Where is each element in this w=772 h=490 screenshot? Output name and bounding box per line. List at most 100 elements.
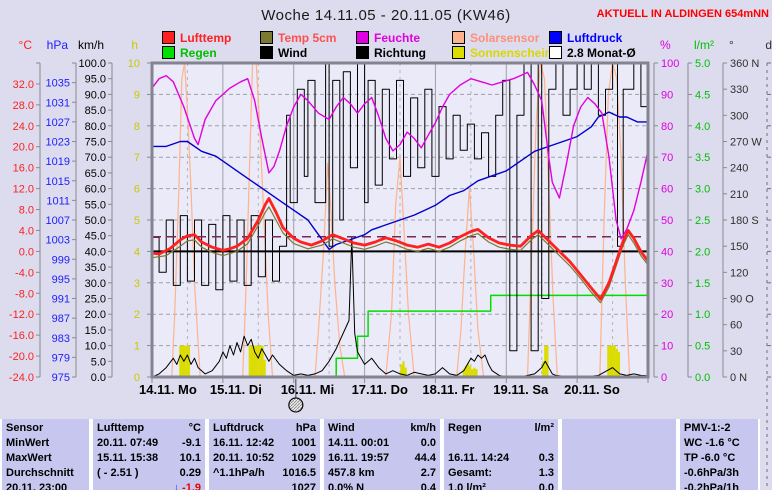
legend-item-sonnenschein: Sonnenschein <box>452 44 552 60</box>
axis-label: 0.0 <box>19 246 34 258</box>
sunshine-bar <box>183 345 186 377</box>
table-row: 457.8 km 2.7 <box>324 466 440 481</box>
axis-label: -12.0 <box>9 309 34 321</box>
axis-label: 55.0 <box>85 199 106 211</box>
empty-column <box>562 419 676 490</box>
sunshine-bar <box>475 369 478 377</box>
axis-label: 180 S <box>730 215 759 227</box>
table-row: MaxWert <box>2 451 89 466</box>
legend-item-richtung: Richtung <box>356 44 426 60</box>
weather-week-chart: 32.028.024.020.016.012.08.04.00.0-4.0-8.… <box>9 38 772 488</box>
axis-label: 35.0 <box>85 262 106 274</box>
sunshine-bar <box>248 345 251 377</box>
day-label: 15.11. Di <box>210 382 262 397</box>
legend-item-temp-5cm: Temp 5cm <box>260 29 336 45</box>
column-header: Lufttemp <box>97 422 145 434</box>
axis-label: 40 <box>661 246 673 258</box>
cell-datetime: 15.11. 15:38 <box>97 452 159 464</box>
table-row: 20.11. 07:49 -9.1 <box>93 436 205 451</box>
column-header: Regen <box>448 422 482 434</box>
table-row: -0.2hPa/1h <box>680 481 758 490</box>
axis-label: 360 N <box>730 58 759 70</box>
cell-datetime: Gesamt: <box>448 467 493 479</box>
cell-datetime: 20.11. 10:52 <box>213 452 275 464</box>
axis-label: 4.5 <box>695 89 710 101</box>
sunshine-bar <box>263 359 266 377</box>
axis-label: 16.0 <box>13 163 34 175</box>
legend-label: Feuchte <box>374 31 421 45</box>
table-row: Sensor <box>2 421 89 436</box>
row-label-column: Sensor MinWert MaxWert Durchschnitt 20.11. 2… <box>2 419 89 490</box>
axis-label: ° <box>729 38 734 52</box>
table-header-row: Lufttemp °C <box>93 421 205 436</box>
axis-label: 75.0 <box>85 137 106 149</box>
chart-legend: Lufttemp Temp 5cm Feuchte Solarsensor Luftdr… <box>0 29 772 60</box>
axis-label: -20.0 <box>9 351 34 363</box>
sunshine-bar <box>179 345 182 377</box>
sunshine-bar <box>462 369 465 377</box>
moon-phase-icon <box>288 397 304 413</box>
sunshine-bar <box>613 345 616 377</box>
axis-label: -24.0 <box>9 372 34 384</box>
cell-value: -9.1 <box>182 437 201 449</box>
axis-label: 1027 <box>46 117 70 129</box>
table-row: 16.11. 12:42 1001 <box>209 436 320 451</box>
axis-label: 999 <box>52 254 70 266</box>
table-row: ^1.1hPa/h 1016.5 <box>209 466 320 481</box>
sensor-column-wind: Wind km/h 14.11. 00:01 0.0 16.11. 19:57 44.4 4… <box>324 419 440 490</box>
axis-label: 1007 <box>46 215 70 227</box>
sunshine-bar <box>250 345 254 377</box>
legend-swatch-icon <box>549 31 562 44</box>
table-row: 0.0% N 0.4 <box>324 481 440 490</box>
sunshine-bar <box>261 345 264 377</box>
series-richtung <box>151 62 649 352</box>
cell-value: 1.3 <box>538 467 554 479</box>
cell-datetime: 16.11. 14:24 <box>448 452 510 464</box>
axis-label: 3.5 <box>695 152 710 164</box>
cell-datetime: ^1.1hPa/h <box>213 467 265 479</box>
axis-label: 32.0 <box>13 79 34 91</box>
pmv-column: PMV-1:-2 WC -1.6 °C TP -6.0 °C -0.6hPa/3h -0… <box>680 419 758 490</box>
table-row: 1027 <box>209 481 320 490</box>
axis-label: 60 <box>661 184 673 196</box>
legend-item-lufttemp: Lufttemp <box>162 29 232 45</box>
cell-datetime: 14.11. 00:01 <box>328 437 390 449</box>
legend-item-luftdruck: Luftdruck <box>549 29 622 45</box>
axis-label: 975 <box>52 372 70 384</box>
axis-label: 0.0 <box>91 372 106 384</box>
axis-label: 28.0 <box>13 100 34 112</box>
trend-down-icon: ↓ <box>173 482 179 490</box>
sensor-stats-table: Sensor MinWert MaxWert Durchschnitt 20.11. 2… <box>0 419 760 490</box>
pmv-title: PMV-1:-2 <box>684 422 731 434</box>
table-row: Gesamt: 1.3 <box>444 466 558 481</box>
axis-label: 5.0 <box>91 356 106 368</box>
day-label: 19.11. Sa <box>493 382 549 397</box>
axis-label: 7 <box>134 152 140 164</box>
axis-label: 20.0 <box>85 309 106 321</box>
row-label: MinWert <box>6 437 50 449</box>
legend-label: Regen <box>180 46 217 60</box>
axis-label: 4.0 <box>695 121 710 133</box>
sensor-column-regen: Regen l/m² 16.11. 14:24 0.3 Gesamt: 1.3 1.0 l/… <box>444 419 558 490</box>
axis-label: 20 <box>661 309 673 321</box>
cell-datetime: 20.11. 07:49 <box>97 437 159 449</box>
current-temp-value: -1.9 <box>178 482 201 490</box>
cell-datetime: 1.0 l/m² <box>448 482 486 490</box>
sunshine-bar <box>469 366 472 377</box>
day-label: 17.11. Do <box>352 382 408 397</box>
cell-value: 0.0 <box>538 482 554 490</box>
sunshine-bar <box>473 367 476 377</box>
axis-label: 100.0 <box>78 58 106 70</box>
cell-value: 2.7 <box>420 467 436 479</box>
axis-label: -4.0 <box>15 267 34 279</box>
row-label: 20.11. 23:00 <box>6 482 68 490</box>
sunshine-bar <box>402 361 405 377</box>
axis-label: 1003 <box>46 235 70 247</box>
cell-value: 0.3 <box>538 452 554 464</box>
axis-label: 8 <box>134 121 140 133</box>
axis-label: 150 <box>730 241 748 253</box>
column-unit: km/h <box>410 422 436 434</box>
sunshine-bar <box>187 345 190 377</box>
legend-label: Lufttemp <box>180 31 232 45</box>
axis-label: 1.5 <box>695 278 710 290</box>
